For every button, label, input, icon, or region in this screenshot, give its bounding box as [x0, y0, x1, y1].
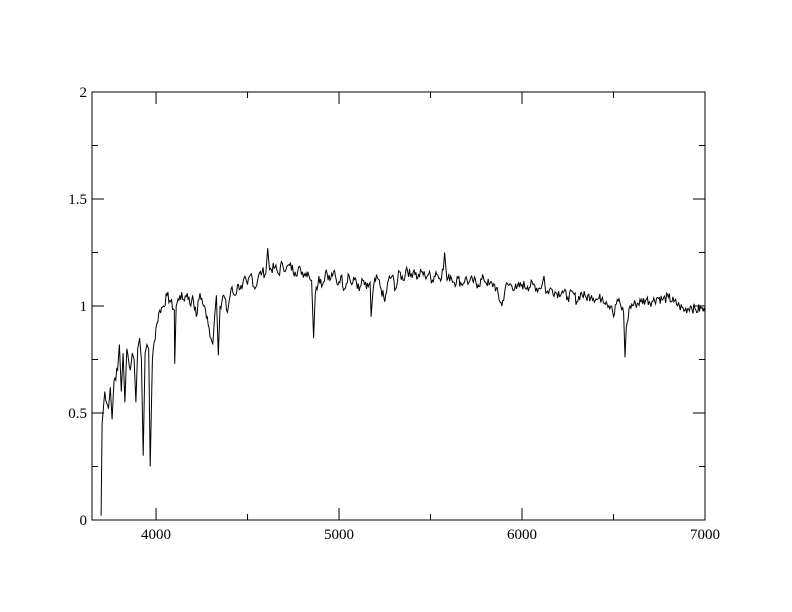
x-tick-label: 7000	[690, 527, 720, 543]
y-tick-label: 1.5	[68, 192, 87, 208]
spectrum-line	[100, 248, 706, 516]
y-tick-label: 0.5	[68, 406, 87, 422]
plot-frame	[91, 91, 706, 521]
y-tick-label: 0	[80, 513, 88, 529]
y-tick-label: 2	[80, 85, 88, 101]
x-tick-label: 4000	[141, 527, 171, 543]
tick-labels: 4000 5000 6000 7000 0 0.5 1 1.5 2	[68, 85, 720, 543]
x-tick-label: 5000	[324, 527, 354, 543]
y-tick-label: 1	[80, 299, 88, 315]
axis-ticks	[92, 91, 706, 521]
x-tick-label: 6000	[507, 527, 537, 543]
